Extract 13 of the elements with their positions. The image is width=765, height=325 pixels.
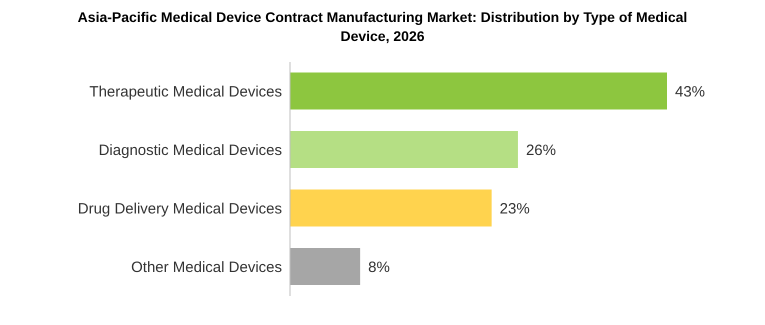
data-label: 8% <box>368 258 390 276</box>
y-tick-label: Other Medical Devices <box>131 259 282 276</box>
data-label: 26% <box>526 142 556 159</box>
bar <box>290 190 492 227</box>
bar <box>290 131 518 168</box>
y-tick-label: Therapeutic Medical Devices <box>89 84 282 101</box>
data-label: 43% <box>675 83 706 100</box>
y-tick-label: Diagnostic Medical Devices <box>98 142 282 160</box>
bar <box>290 248 360 286</box>
data-label: 23% <box>500 200 530 218</box>
bar <box>290 72 667 110</box>
chart-title: Asia-Pacific Medical Device Contract Manufacturing Market: Distribution by Type of Medical Device, 2026 <box>76 8 688 46</box>
y-tick-label: Drug Delivery Medical Devices <box>78 200 282 218</box>
